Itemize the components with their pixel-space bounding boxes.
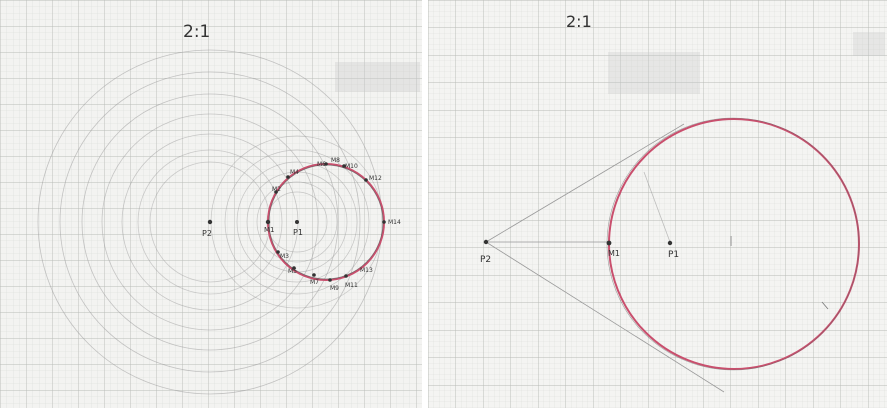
label-m10: M10 [345,163,358,170]
label-m6: M6 [317,161,326,168]
pencil-mark [821,301,829,310]
label-m1: M1 [264,226,275,234]
label-m4: M4 [290,169,299,176]
tangent-lines [485,123,725,393]
label-m9: M9 [330,285,339,292]
point-p1 [295,220,299,224]
point-p1 [667,240,673,246]
right-sketch-canvas: 2:1 P2 P1 M1 [428,0,887,408]
point-p2 [483,239,489,245]
smudge [335,62,420,92]
label-m13: M13 [360,267,373,274]
right-title: 2:1 [566,12,592,31]
left-sketch-panel: 2:1 P2 P1 M1 M2 M4 M6 M8 M10 M12 M14 M13 [0,0,422,408]
label-m11: M11 [345,282,358,289]
left-sketch-canvas: 2:1 P2 P1 M1 M2 M4 M6 M8 M10 M12 M14 M13 [0,0,422,408]
left-title: 2:1 [183,22,210,42]
point-m1 [606,240,612,246]
label-p1: P1 [668,250,679,260]
smudge [608,52,700,94]
label-m12: M12 [369,175,382,182]
label-m8: M8 [331,157,340,164]
label-p1: P1 [293,228,303,237]
point-m1 [265,219,271,225]
label-m3: M3 [280,253,289,260]
label-m1: M1 [608,249,620,258]
panel-divider [422,0,428,408]
label-m14: M14 [388,219,401,226]
label-m2: M2 [272,186,281,193]
locus-markers [274,162,386,282]
right-sketch-panel: 2:1 P2 P1 M1 [428,0,887,408]
label-m5: M5 [288,268,297,275]
point-p2 [207,219,213,225]
label-p2: P2 [480,255,491,265]
label-p2: P2 [202,229,212,238]
label-m7: M7 [310,279,319,286]
